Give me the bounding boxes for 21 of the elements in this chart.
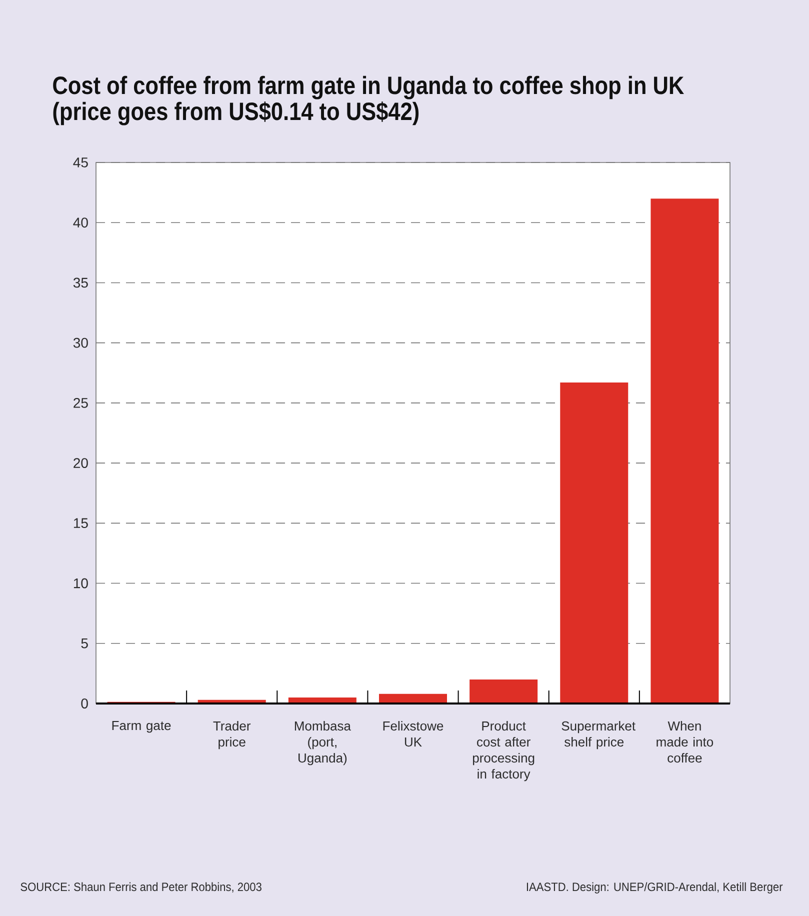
chart-subtitle: (price goes from US$0.14 to US$42) xyxy=(53,101,419,126)
x-tick-label: Farm gate xyxy=(112,721,171,733)
y-tick-label: 20 xyxy=(74,458,88,468)
y-tick-label: 5 xyxy=(81,638,88,648)
chart-title: Cost of coffee from farm gate in Uganda to coffee shop in UK xyxy=(53,76,684,100)
source-note: SOURCE: Shaun Ferris and Peter Robbins, 2003 xyxy=(20,882,262,893)
y-tick-label: 25 xyxy=(74,398,88,408)
x-tick-label: Felixstowe UK xyxy=(383,721,444,747)
text: IAASTD. Design: UNEP/GRID-Arendal, Ketill Berger xyxy=(526,882,783,894)
y-tick-label: 10 xyxy=(74,578,88,588)
x-tick-label: Trader price xyxy=(213,721,251,750)
x-tick-label: Product cost after processing in factory xyxy=(472,721,534,782)
y-tick-label: 35 xyxy=(73,278,88,288)
y-tick-label: 45 xyxy=(73,158,88,168)
x-tick-label: Mombasa (port, Uganda) xyxy=(294,721,351,766)
y-tick-label: 15 xyxy=(74,518,88,528)
x-tick-label: When made into coffee xyxy=(656,721,714,763)
y-tick-label: 40 xyxy=(73,218,88,228)
x-tick-label: Supermarket shelf price xyxy=(562,721,636,750)
y-tick-label: 0 xyxy=(81,698,88,708)
y-tick-label: 30 xyxy=(73,338,88,348)
